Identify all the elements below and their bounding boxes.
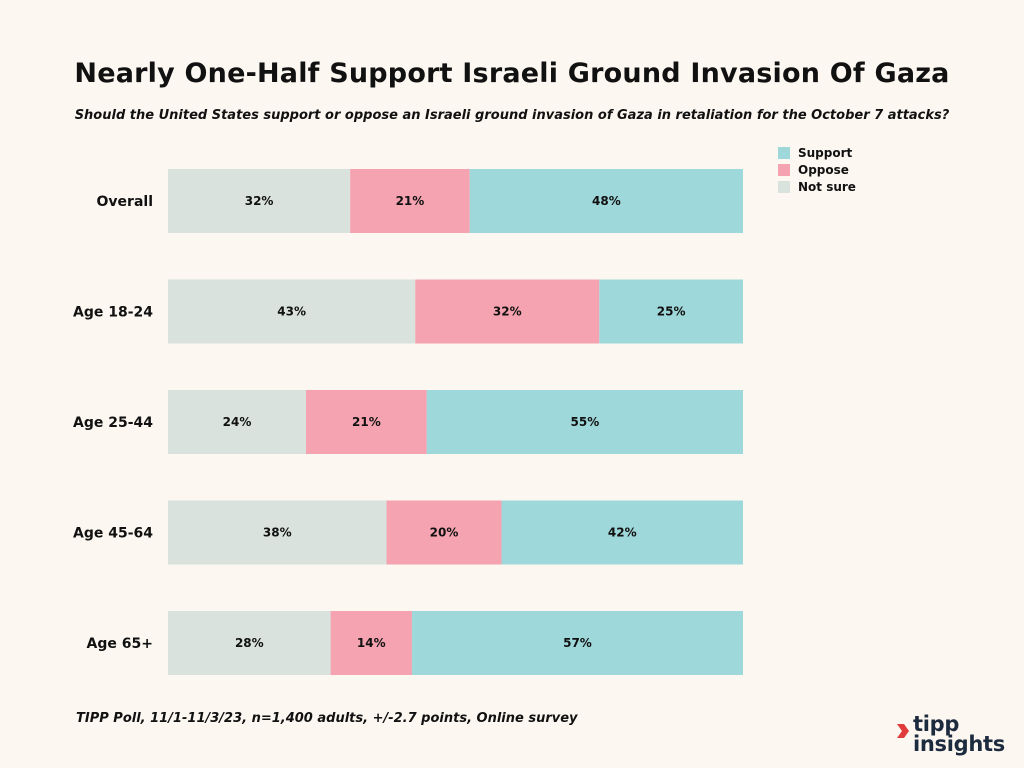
data-label: 42% <box>608 526 637 540</box>
bar-segment-oppose <box>415 279 600 344</box>
bar-segment-support <box>469 169 743 233</box>
category-label: Age 65+ <box>87 636 153 652</box>
chart-title: Nearly One-Half Support Israeli Ground I… <box>74 58 950 89</box>
data-label: 57% <box>563 636 592 650</box>
legend: Support Oppose Not sure <box>778 144 856 195</box>
category-label: Age 25-44 <box>73 415 153 431</box>
category-label: Age 18-24 <box>73 305 153 321</box>
data-label: 28% <box>235 636 264 650</box>
bar-segment-oppose <box>306 390 427 454</box>
category-label: Age 45-64 <box>73 526 153 542</box>
logo-line-1: tipp <box>913 712 960 736</box>
data-label: 24% <box>223 415 252 429</box>
logo-line-2: insights <box>913 732 1005 756</box>
source-footnote: TIPP Poll, 11/1-11/3/23, n=1,400 adults,… <box>76 711 578 726</box>
chart-subtitle: Should the United States support or oppo… <box>74 108 950 123</box>
legend-label-support: Support <box>798 145 853 160</box>
logo-wordmark: tipp insights <box>913 712 1005 756</box>
legend-item-support: Support <box>778 144 856 161</box>
data-label: 55% <box>571 415 600 429</box>
bar-segment-not-sure <box>168 169 351 233</box>
bar-segment-not-sure <box>168 611 331 675</box>
data-label: 20% <box>430 526 459 540</box>
bar-segment-oppose <box>330 611 412 675</box>
legend-swatch-support <box>778 146 790 159</box>
bar-segment-not-sure <box>168 500 387 565</box>
bar-segment-support <box>599 279 743 344</box>
category-label: Overall <box>97 194 153 210</box>
legend-label-oppose: Oppose <box>798 162 849 177</box>
bar-segment-oppose <box>386 500 502 565</box>
data-label: 21% <box>352 415 381 429</box>
bar-segment-not-sure <box>168 390 306 454</box>
legend-item-not-sure: Not sure <box>778 178 856 195</box>
bar-segment-support <box>501 500 743 565</box>
data-label: 14% <box>357 636 386 650</box>
tipp-insights-logo: tipp insights <box>895 714 1005 760</box>
bar-segment-not-sure <box>168 279 416 344</box>
data-label: 48% <box>592 194 621 208</box>
data-label: 38% <box>263 526 292 540</box>
stacked-bar-chart: Overall 32% 21% 48% Age 18-24 43% 32% 25% Age 25… <box>73 169 743 675</box>
data-label: 32% <box>245 194 274 208</box>
logo-arrow-icon <box>897 724 909 738</box>
data-label: 21% <box>396 194 425 208</box>
legend-swatch-not-sure <box>778 180 790 193</box>
bar-segment-oppose <box>350 169 470 233</box>
data-label: 25% <box>657 305 686 319</box>
legend-swatch-oppose <box>778 163 790 176</box>
data-label: 32% <box>493 305 522 319</box>
data-label: 43% <box>277 305 306 319</box>
legend-label-not-sure: Not sure <box>798 179 856 194</box>
bar-segment-support <box>426 390 743 454</box>
legend-item-oppose: Oppose <box>778 161 856 178</box>
bar-segment-support <box>411 611 743 675</box>
